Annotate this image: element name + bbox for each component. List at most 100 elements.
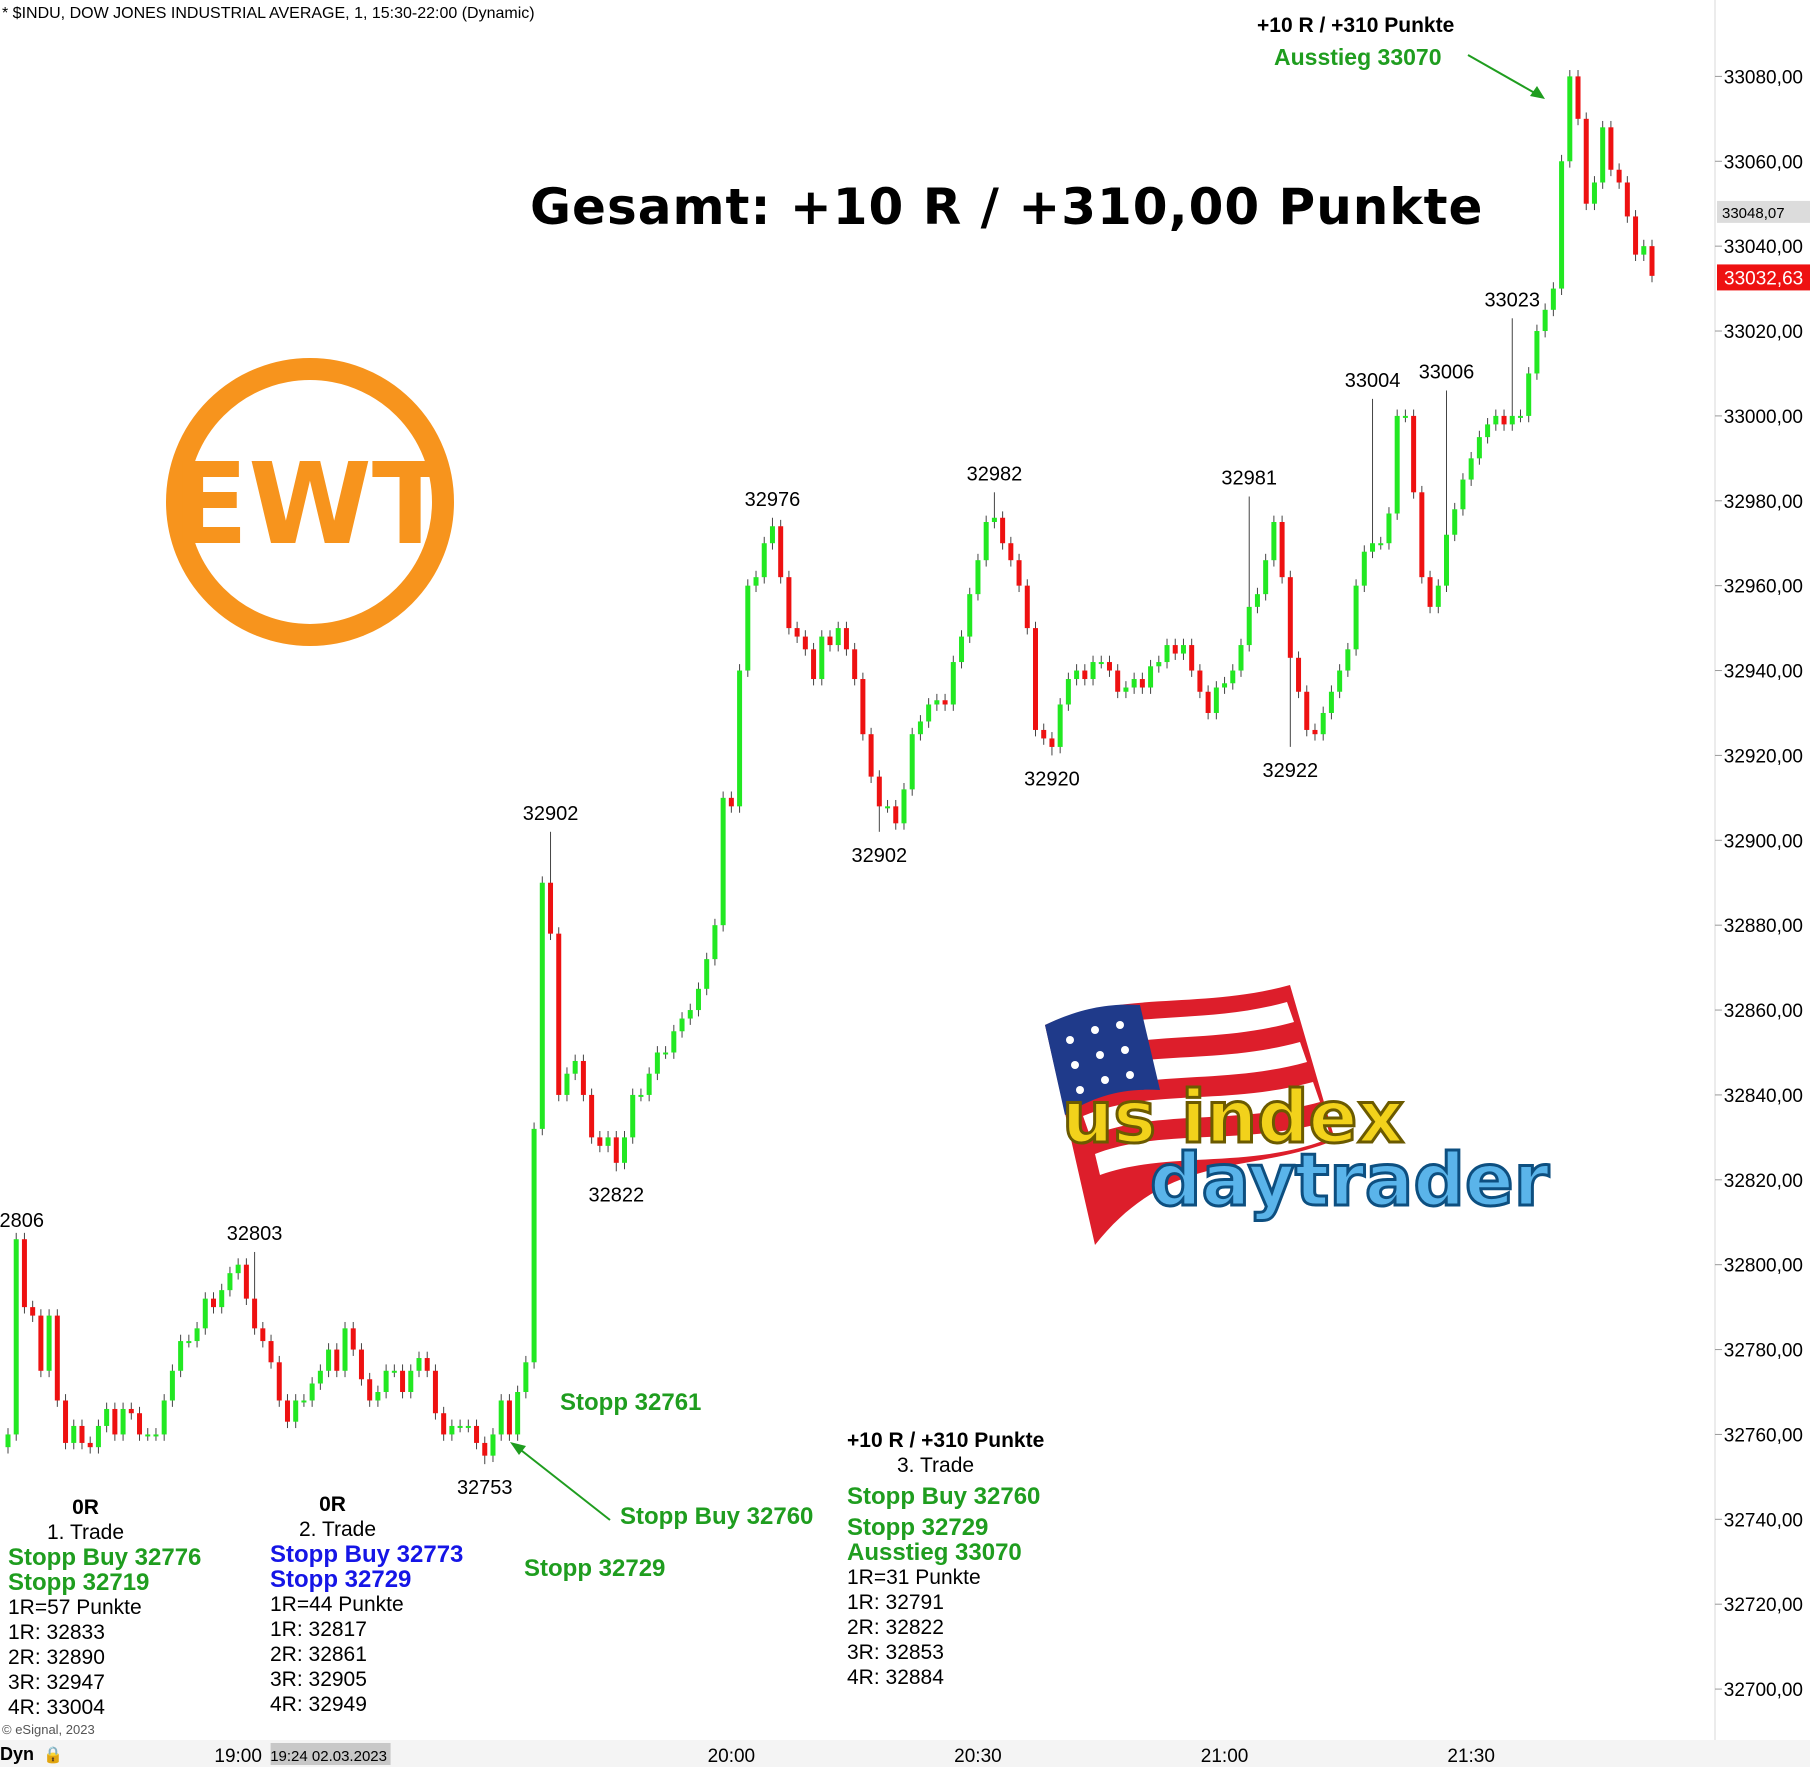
candle-body: [1542, 309, 1548, 332]
candle-body: [1608, 127, 1614, 170]
candle-body: [876, 776, 882, 807]
candle-body: [1164, 645, 1170, 663]
top-exit-label: Ausstieg 33070: [1274, 44, 1442, 70]
candle-body: [852, 649, 858, 680]
candle-body: [1296, 657, 1302, 692]
candle-body: [753, 577, 759, 586]
candle-body: [1033, 628, 1038, 730]
reference-price-label: 33048,07: [1722, 205, 1785, 222]
candle-body: [761, 543, 767, 578]
price-tick-label: 32780,00: [1724, 1341, 1803, 1362]
reference-price-marker: [1717, 200, 1810, 223]
candle-body: [622, 1137, 627, 1163]
price-tick-label: 32720,00: [1724, 1595, 1803, 1616]
price-tick-label: 32820,00: [1724, 1171, 1803, 1192]
trade-3-target-3: 3R: 32853: [847, 1641, 944, 1664]
candle-body: [104, 1408, 110, 1426]
swing-label: 32902: [852, 845, 908, 867]
candle-body: [1575, 76, 1581, 119]
trade-1-entry: Stopp Buy 32776: [8, 1544, 202, 1571]
candle-body: [1230, 670, 1236, 684]
candle-body: [1468, 458, 1474, 480]
price-tick-label: 33000,00: [1724, 407, 1803, 428]
candle-body: [1139, 679, 1145, 688]
candle-body: [367, 1379, 373, 1401]
candle-body: [1517, 415, 1523, 418]
candle-body: [745, 585, 751, 671]
candle-body: [630, 1094, 636, 1138]
trade-3-box: +10 R / +310 Punkte 3. Trade Stopp Buy 3…: [847, 1428, 1044, 1690]
candle-body: [326, 1349, 332, 1371]
candle-body: [1263, 560, 1269, 595]
candle-body: [1312, 729, 1318, 735]
candle-body: [967, 594, 973, 637]
time-axis[interactable]: 19:00 20:00 20:30 21:00 21:30 19:24 02.03.202…: [214, 1743, 1495, 1767]
candle-body: [449, 1425, 455, 1435]
candle-body: [1411, 415, 1417, 493]
candle-body: [5, 1434, 11, 1448]
candle-body: [885, 806, 891, 809]
candle-body: [1254, 594, 1260, 607]
trade-2-risk: 1R=44 Punkte: [270, 1593, 404, 1616]
annotation-stopp-buy-32760: Stopp Buy 32760: [620, 1503, 814, 1530]
candle-body: [605, 1137, 611, 1146]
candle-body: [408, 1370, 414, 1392]
swing-label: 32920: [1024, 768, 1080, 790]
price-axis[interactable]: 33080,00 33060,00 33040,00 33020,00 33000,00…: [1715, 67, 1810, 1701]
candle-body: [79, 1425, 85, 1443]
candle-body: [153, 1434, 159, 1437]
candle-body: [1148, 666, 1154, 688]
chart-header: * $INDU, DOW JONES INDUSTRIAL AVERAGE, 1…: [2, 5, 535, 22]
candle-body: [1559, 161, 1565, 289]
time-tick-label: 21:30: [1447, 1746, 1495, 1767]
candle-body: [317, 1370, 323, 1384]
total-result-title: Gesamt: +10 R / +310,00 Punkte: [530, 178, 1484, 236]
candle-body: [227, 1273, 233, 1291]
entry-arrow: [516, 1446, 611, 1521]
candle-body: [309, 1383, 315, 1401]
candle-body: [597, 1137, 603, 1146]
time-tick-label: 19:00: [214, 1746, 262, 1767]
time-tick-label: 20:30: [954, 1746, 1002, 1767]
candle-body: [1370, 543, 1376, 552]
candle-body: [211, 1298, 216, 1308]
candle-body: [893, 806, 899, 824]
candle-body: [21, 1239, 27, 1308]
price-tick-label: 32880,00: [1724, 916, 1803, 937]
candle-body: [284, 1400, 290, 1422]
candle-body: [843, 628, 849, 650]
candle-body: [1024, 585, 1030, 629]
annotation-stopp-32729: Stopp 32729: [524, 1555, 666, 1582]
candle-body: [835, 628, 841, 646]
candle-body: [1016, 560, 1022, 586]
swing-label: 32981: [1221, 468, 1277, 490]
candle-body: [169, 1370, 175, 1401]
candle-body: [687, 1010, 693, 1019]
price-tick-label: 32940,00: [1724, 662, 1803, 683]
trade-2-box: 0R 2. Trade Stopp Buy 32773 Stopp 32729 …: [270, 1492, 463, 1717]
candle-body: [1008, 543, 1014, 561]
dynamic-mode-toggle[interactable]: Dyn 🔒: [0, 1744, 63, 1765]
candle-body: [580, 1060, 586, 1095]
swing-label: 32803: [227, 1223, 283, 1245]
candle-body: [1526, 373, 1532, 416]
candle-body: [186, 1341, 192, 1344]
candle-body: [1189, 645, 1195, 671]
candle-body: [1065, 679, 1071, 705]
candle-body: [712, 925, 718, 960]
trade-3-stop: Stopp 32729: [847, 1514, 989, 1541]
candle-body: [120, 1408, 126, 1435]
trade-2-result: 0R: [319, 1493, 346, 1516]
candle-body: [1485, 424, 1491, 438]
candle-body: [786, 577, 792, 629]
candle-body: [243, 1264, 249, 1299]
candle-body: [1246, 606, 1252, 646]
price-tick-label: 32980,00: [1724, 492, 1803, 513]
swing-label: 32982: [967, 463, 1023, 485]
trade-1-target-3: 3R: 32947: [8, 1671, 105, 1694]
candle-body: [1649, 246, 1655, 276]
candle-body: [942, 700, 948, 705]
ewt-logo-text: EWT: [172, 440, 448, 570]
candle-body: [679, 1018, 685, 1032]
candle-body: [1057, 704, 1063, 747]
